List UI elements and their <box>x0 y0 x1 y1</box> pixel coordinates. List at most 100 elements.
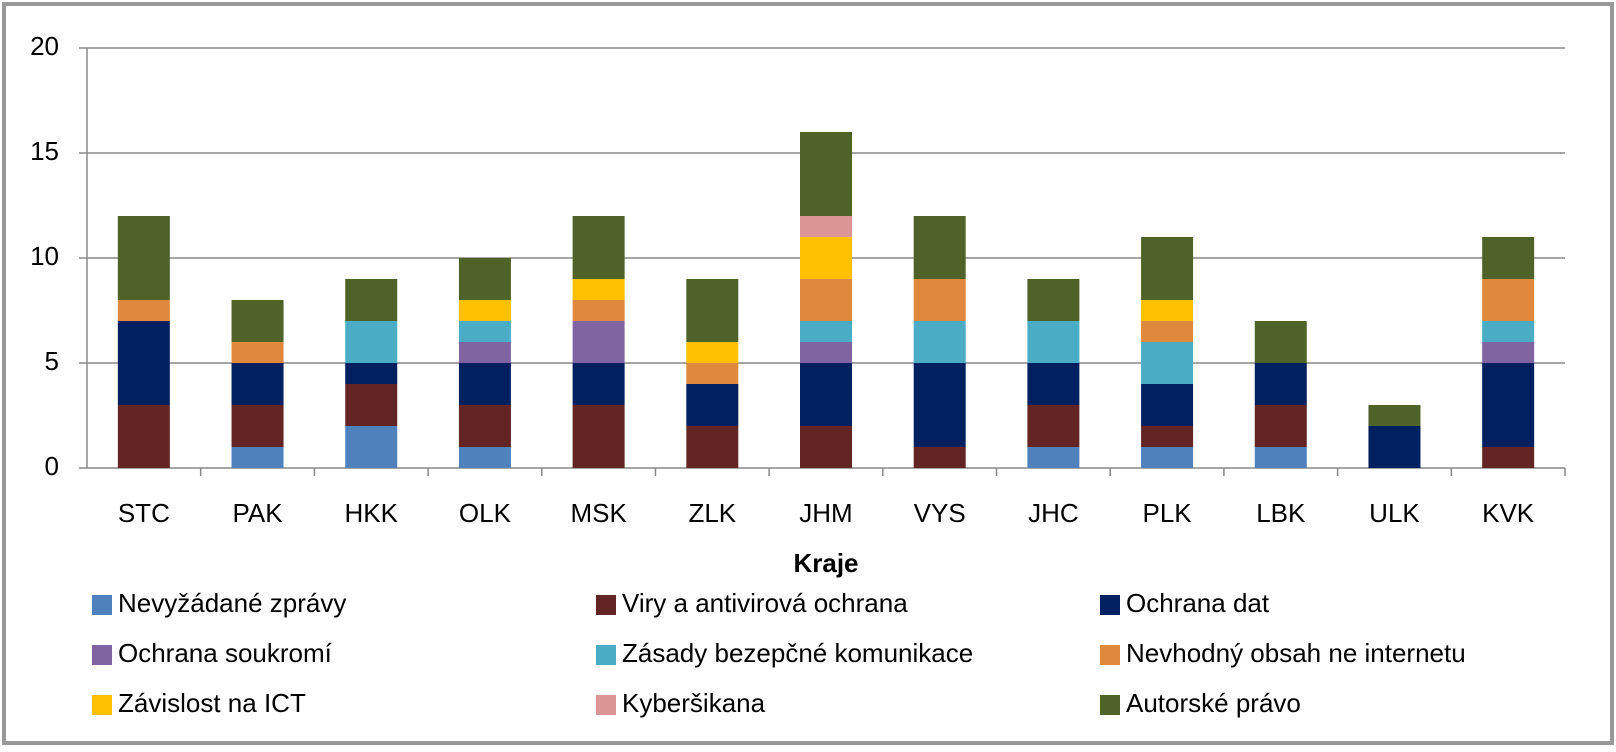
bar-segment <box>345 384 398 426</box>
legend-swatch <box>92 645 112 665</box>
bar-segment <box>117 300 170 321</box>
bar-segment <box>1027 405 1080 447</box>
legend-swatch <box>1100 595 1120 615</box>
x-tick-label: HKK <box>344 498 398 528</box>
bar-segment <box>1482 342 1535 363</box>
bar-segment <box>1254 447 1307 468</box>
bar-segment <box>1027 321 1080 363</box>
bar-segment <box>1482 237 1535 279</box>
bar-segment <box>231 363 284 405</box>
legend-label: Viry a antivirová ochrana <box>622 588 908 618</box>
bar-segment <box>572 300 625 321</box>
legend-swatch <box>1100 645 1120 665</box>
legend-label: Nevhodný obsah ne internetu <box>1126 638 1466 668</box>
x-tick-label: JHM <box>799 498 852 528</box>
legend-label: Nevyžádané zprávy <box>118 588 346 618</box>
bar-segment <box>345 279 398 321</box>
legend-label: Ochrana soukromí <box>118 638 333 668</box>
y-tick-label: 10 <box>30 241 59 271</box>
bar-segment <box>345 363 398 384</box>
bar-segment <box>800 426 852 468</box>
bar-segment <box>572 321 625 363</box>
bar-segment <box>345 426 398 468</box>
bar-segment <box>1482 321 1535 342</box>
legend-swatch <box>596 695 616 715</box>
bar-segment <box>1141 237 1194 300</box>
x-tick-label: JHC <box>1028 498 1079 528</box>
bar-segment <box>458 447 511 468</box>
bar-segment <box>800 216 852 237</box>
bar-segment <box>1027 363 1080 405</box>
bar-segment <box>231 342 284 363</box>
y-tick-label: 0 <box>45 451 59 481</box>
bar-segment <box>458 321 511 342</box>
bar-segment <box>1027 447 1080 468</box>
bar-segment <box>686 384 739 426</box>
y-tick-label: 5 <box>45 346 59 376</box>
legend-swatch <box>92 695 112 715</box>
bar-segment <box>686 279 739 342</box>
bar-segment <box>572 216 625 279</box>
legend-swatch <box>596 595 616 615</box>
bar-segment <box>231 300 284 342</box>
bar-segment <box>458 405 511 447</box>
x-tick-label: MSK <box>570 498 627 528</box>
bar-segment <box>345 321 398 363</box>
y-tick-label: 20 <box>30 31 59 61</box>
bar-segment <box>913 447 966 468</box>
x-tick-label: VYS <box>914 498 966 528</box>
legend-swatch <box>92 595 112 615</box>
bar-segment <box>1141 300 1194 321</box>
bar-segment <box>800 363 852 426</box>
x-tick-label: ZLK <box>688 498 736 528</box>
bar-segment <box>117 405 170 468</box>
legend-label: Ochrana dat <box>1126 588 1270 618</box>
bar-segment <box>800 279 852 321</box>
bar-segment <box>1482 363 1535 447</box>
bar-segment <box>913 321 966 363</box>
bar-segment <box>800 342 852 363</box>
x-tick-label: OLK <box>459 498 512 528</box>
bar-segment <box>1027 279 1080 321</box>
bar-segment <box>458 300 511 321</box>
bar-segment <box>1254 405 1307 447</box>
bar-segment <box>458 342 511 363</box>
bar-segment <box>1141 426 1194 447</box>
bar-segment <box>1482 447 1535 468</box>
x-tick-label: KVK <box>1482 498 1535 528</box>
x-tick-label: STC <box>118 498 170 528</box>
legend-swatch <box>1100 695 1120 715</box>
bar-segment <box>800 132 852 216</box>
x-tick-label: PLK <box>1142 498 1192 528</box>
x-tick-label: PAK <box>232 498 283 528</box>
legend-label: Závislost na ICT <box>118 688 306 718</box>
bar-segment <box>913 216 966 279</box>
bar-segment <box>686 363 739 384</box>
bar-segment <box>1368 426 1421 468</box>
bar-segment <box>458 363 511 405</box>
bar-segment <box>1368 405 1421 426</box>
bar-segment <box>1141 342 1194 384</box>
bar-segment <box>458 258 511 300</box>
bar-segment <box>1482 279 1535 321</box>
bar-segment <box>913 363 966 447</box>
x-tick-label: ULK <box>1369 498 1420 528</box>
legend-label: Kyberšikana <box>622 688 766 718</box>
bar-segment <box>572 279 625 300</box>
x-tick-label: LBK <box>1256 498 1306 528</box>
legend-label: Autorské právo <box>1126 688 1301 718</box>
bar-segment <box>231 405 284 447</box>
bar-segment <box>1141 321 1194 342</box>
bar-segment <box>117 216 170 300</box>
legend-swatch <box>596 645 616 665</box>
bar-segment <box>572 405 625 468</box>
bar-segment <box>800 237 852 279</box>
y-tick-label: 15 <box>30 136 59 166</box>
bar-segment <box>800 321 852 342</box>
bar-segment <box>1141 384 1194 426</box>
bar-segment <box>1254 363 1307 405</box>
bar-segment <box>231 447 284 468</box>
bar-segment <box>117 321 170 405</box>
